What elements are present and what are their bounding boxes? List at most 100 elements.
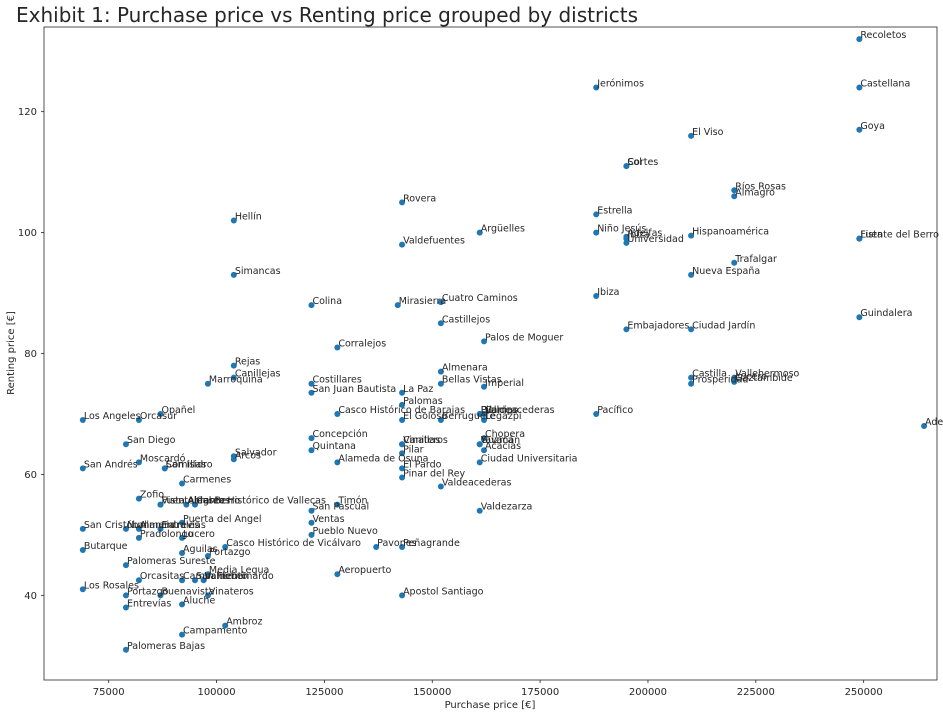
data-point (191, 501, 198, 508)
data-point (623, 235, 630, 242)
data-point (399, 543, 406, 550)
data-point (688, 232, 695, 239)
data-point (688, 326, 695, 333)
data-point (399, 474, 406, 481)
point-label: La Paz (403, 384, 433, 395)
point-label: Portazgo (127, 586, 169, 597)
data-point (135, 417, 142, 424)
point-label: Valdebernardo (205, 571, 274, 582)
point-label: Entrevías (161, 520, 205, 531)
data-point (476, 410, 483, 417)
data-point (122, 604, 129, 611)
y-tick-label: 120 (18, 107, 37, 118)
data-point (204, 571, 211, 578)
data-point (79, 417, 86, 424)
data-point (157, 592, 164, 599)
point-label: Comillas (166, 459, 206, 470)
chart-title: Exhibit 1: Purchase price vs Renting pri… (16, 3, 638, 27)
point-label: Chopera (485, 429, 525, 440)
point-label: Aluche (183, 595, 215, 606)
point-label: Buenavista (161, 586, 214, 597)
point-label: Pradolongo (140, 529, 194, 540)
point-label: Los Angeles (84, 411, 141, 422)
x-axis-label: Purchase price [€] (445, 700, 536, 711)
point-label: Adelfas (627, 228, 662, 239)
data-point (399, 401, 406, 408)
data-point (79, 465, 86, 472)
data-point (394, 302, 401, 309)
data-point (135, 459, 142, 466)
point-label: Canillas (403, 435, 440, 446)
point-label: Alameda de Osuna (338, 453, 428, 464)
point-label: Lucero (735, 372, 767, 383)
point-label: Butarque (84, 541, 128, 552)
data-point (399, 450, 406, 457)
point-label: Gaztambide (735, 373, 793, 384)
data-point (373, 543, 380, 550)
point-label: Goya (860, 121, 885, 132)
data-point (230, 456, 237, 463)
point-labels: Recoletos Jerónimos Castellana Goya El Viso S… (84, 30, 943, 652)
data-point (476, 441, 483, 448)
point-label: Peñagrande (403, 538, 460, 549)
data-point (688, 374, 695, 381)
data-point (623, 239, 630, 246)
data-point (230, 271, 237, 278)
data-point (476, 459, 483, 466)
y-tick-label: 40 (24, 591, 37, 602)
data-point (334, 501, 341, 508)
point-label: Palomeras Bajas (127, 641, 205, 652)
point-label: Sol (627, 157, 641, 168)
point-label: Portazgo (209, 547, 251, 558)
point-label: Campamento (183, 571, 247, 582)
point-label: Valdefuentes (403, 236, 465, 247)
point-label: Opañel (161, 405, 195, 416)
point-label: Campo (485, 405, 519, 416)
point-label: Almagro (735, 187, 775, 198)
data-point (122, 646, 129, 653)
point-label: Jerónimos (596, 78, 644, 89)
data-point (79, 547, 86, 554)
point-label: Salvador (235, 447, 277, 458)
data-point (688, 380, 695, 387)
point-label: San Andrés (84, 459, 138, 470)
point-label: Lista (860, 230, 882, 241)
data-point (308, 447, 315, 454)
point-label: Castellana (860, 78, 910, 89)
point-label: Orcasitas (140, 571, 184, 582)
data-point (308, 302, 315, 309)
data-point (399, 441, 406, 448)
point-label: Fuente del Berro (860, 230, 939, 241)
x-tick-label: 175000 (521, 687, 559, 698)
point-label: Trafalgar (734, 254, 777, 265)
point-label: Numancia (127, 520, 175, 531)
point-label: Zofio (140, 490, 164, 501)
data-points (79, 36, 928, 653)
data-point (157, 525, 164, 532)
data-point (179, 631, 186, 638)
x-tick-label: 225000 (737, 687, 775, 698)
data-point (856, 235, 863, 242)
point-label: Legazpi (485, 411, 521, 422)
point-label: Arcos (235, 450, 261, 461)
point-label: Orcasur (140, 411, 177, 422)
data-point (481, 417, 488, 424)
point-label: Mirasierra (399, 296, 446, 307)
point-label: Pinar del Rey (403, 468, 465, 479)
data-point (731, 378, 738, 385)
point-label: Costillares (312, 375, 361, 386)
data-point (135, 577, 142, 584)
data-point (135, 525, 142, 532)
point-label: Delicias (481, 405, 518, 416)
point-label: Ibiza (627, 230, 649, 241)
point-label: Timón (337, 496, 367, 507)
point-label: Simancas (235, 266, 281, 277)
data-point (157, 501, 164, 508)
point-label: Casco Histórico de Barajas (338, 405, 465, 416)
point-label: Los Rosales (84, 580, 139, 591)
data-point (308, 389, 315, 396)
data-point (437, 417, 444, 424)
point-label: Niño Jesús (597, 224, 646, 235)
data-point (200, 577, 207, 584)
